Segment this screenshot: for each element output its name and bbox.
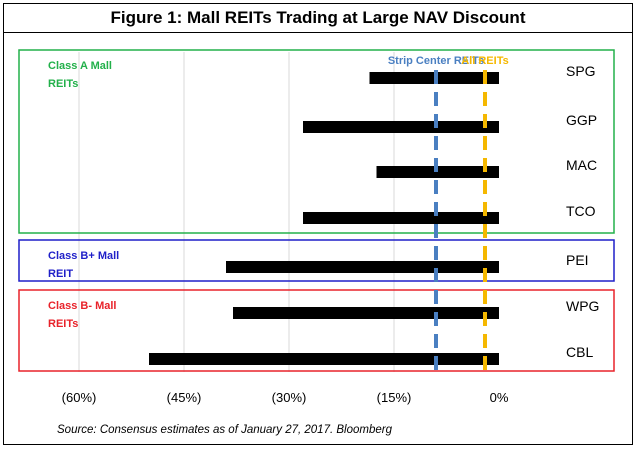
category-labels: SPG GGP MAC TCO PEI WPG CBL xyxy=(566,63,599,360)
group-box xyxy=(18,289,615,372)
bars xyxy=(149,72,499,365)
category-label: WPG xyxy=(566,298,599,314)
group-label: REITs xyxy=(48,78,78,90)
source-note: Source: Consensus estimates as of Januar… xyxy=(57,424,393,436)
bar-tco xyxy=(303,212,499,224)
bar-pei xyxy=(226,261,499,273)
group-boxes: Class A Mall REITs Class B+ Mall REIT Class … xyxy=(18,49,615,372)
reference-label: Strip Center REITs xyxy=(388,55,484,67)
bar-cbl xyxy=(149,353,499,365)
group-label: Class A Mall xyxy=(48,60,112,72)
x-axis-ticks: (60%) (45%) (30%) (15%) 0% xyxy=(62,390,509,405)
reference-label: All REITs xyxy=(461,55,508,67)
bar-wpg xyxy=(233,307,499,319)
x-tick-label: (30%) xyxy=(272,390,307,405)
group-box xyxy=(18,49,615,234)
category-label: TCO xyxy=(566,203,596,219)
group-label: REIT xyxy=(48,268,73,280)
category-label: GGP xyxy=(566,112,597,128)
x-tick-label: (45%) xyxy=(167,390,202,405)
x-tick-label: 0% xyxy=(490,390,509,405)
group-box xyxy=(18,239,615,282)
group-label: Class B- Mall xyxy=(48,300,116,312)
category-label: MAC xyxy=(566,157,597,173)
group-label: REITs xyxy=(48,318,78,330)
category-label: PEI xyxy=(566,252,589,268)
x-tick-label: (15%) xyxy=(377,390,412,405)
category-label: CBL xyxy=(566,344,593,360)
x-tick-label: (60%) xyxy=(62,390,97,405)
group-label: Class B+ Mall xyxy=(48,250,119,262)
bar-ggp xyxy=(303,121,499,133)
category-label: SPG xyxy=(566,63,596,79)
chart-title: Figure 1: Mall REITs Trading at Large NA… xyxy=(4,4,632,33)
